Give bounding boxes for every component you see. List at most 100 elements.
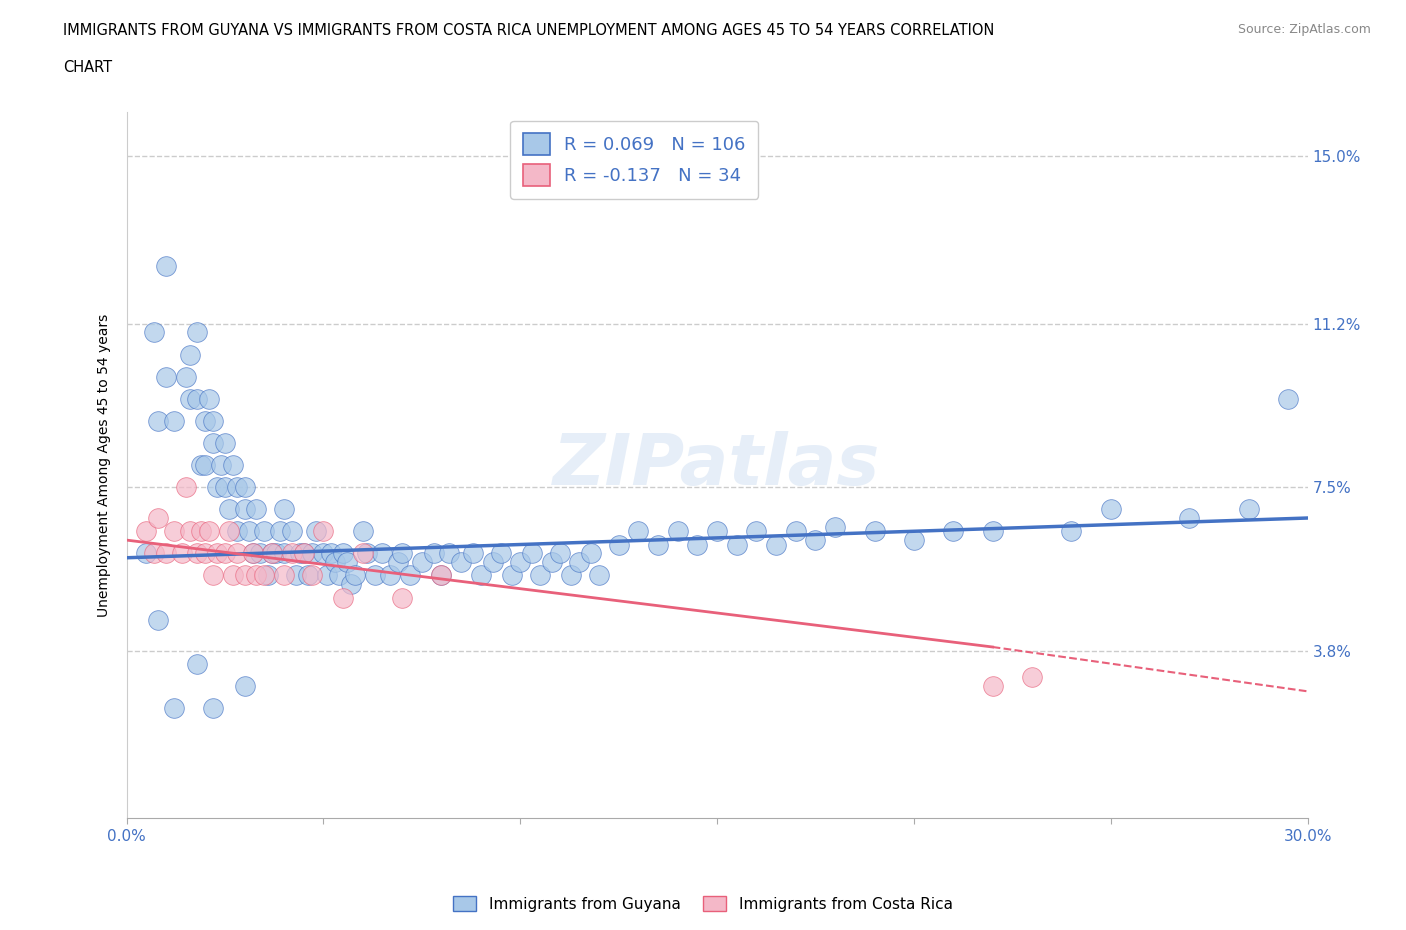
Point bbox=[942, 524, 965, 538]
Legend: R = 0.069   N = 106, R = -0.137   N = 34: R = 0.069 N = 106, R = -0.137 N = 34 bbox=[510, 121, 758, 199]
Point bbox=[146, 612, 169, 627]
Point bbox=[627, 524, 650, 538]
Point bbox=[155, 369, 177, 384]
Point bbox=[560, 568, 582, 583]
Point bbox=[481, 554, 503, 569]
Point bbox=[548, 546, 571, 561]
Point bbox=[607, 538, 630, 552]
Point bbox=[461, 546, 484, 561]
Point bbox=[242, 546, 264, 561]
Point bbox=[399, 568, 422, 583]
Point bbox=[198, 392, 221, 406]
Point bbox=[146, 511, 169, 525]
Point bbox=[981, 524, 1004, 538]
Point bbox=[332, 591, 354, 605]
Point bbox=[292, 546, 315, 561]
Point bbox=[170, 546, 193, 561]
Point bbox=[785, 524, 807, 538]
Point bbox=[301, 546, 323, 561]
Point bbox=[218, 502, 240, 517]
Point bbox=[186, 546, 208, 561]
Point bbox=[257, 568, 280, 583]
Point bbox=[202, 700, 225, 715]
Point bbox=[218, 524, 240, 538]
Point bbox=[225, 524, 247, 538]
Point bbox=[304, 524, 326, 538]
Point bbox=[371, 546, 394, 561]
Point bbox=[242, 546, 264, 561]
Point bbox=[725, 538, 748, 552]
Point bbox=[301, 568, 323, 583]
Point bbox=[529, 568, 551, 583]
Point bbox=[253, 568, 276, 583]
Point bbox=[194, 414, 217, 429]
Point bbox=[179, 392, 201, 406]
Point bbox=[352, 546, 374, 561]
Point bbox=[155, 259, 177, 273]
Point bbox=[1237, 502, 1260, 517]
Point bbox=[1060, 524, 1083, 538]
Point bbox=[411, 554, 433, 569]
Point bbox=[297, 568, 319, 583]
Point bbox=[281, 546, 304, 561]
Point bbox=[765, 538, 787, 552]
Point bbox=[174, 480, 197, 495]
Point bbox=[588, 568, 610, 583]
Point bbox=[190, 524, 212, 538]
Point bbox=[292, 546, 315, 561]
Point bbox=[391, 591, 413, 605]
Point bbox=[225, 480, 247, 495]
Point bbox=[328, 568, 350, 583]
Point bbox=[269, 524, 291, 538]
Point bbox=[238, 524, 260, 538]
Point bbox=[186, 392, 208, 406]
Point bbox=[146, 414, 169, 429]
Point bbox=[489, 546, 512, 561]
Point bbox=[666, 524, 689, 538]
Point bbox=[264, 546, 287, 561]
Point bbox=[273, 502, 295, 517]
Point bbox=[540, 554, 562, 569]
Point bbox=[155, 546, 177, 561]
Point bbox=[209, 458, 232, 472]
Point bbox=[430, 568, 453, 583]
Point bbox=[143, 546, 166, 561]
Point bbox=[356, 546, 378, 561]
Point bbox=[179, 347, 201, 362]
Point bbox=[470, 568, 492, 583]
Point bbox=[647, 538, 669, 552]
Point bbox=[363, 568, 385, 583]
Point bbox=[202, 568, 225, 583]
Point bbox=[745, 524, 768, 538]
Point bbox=[903, 533, 925, 548]
Point bbox=[1178, 511, 1201, 525]
Point bbox=[214, 435, 236, 450]
Point bbox=[1021, 670, 1043, 684]
Point bbox=[336, 554, 359, 569]
Point bbox=[520, 546, 543, 561]
Point bbox=[387, 554, 409, 569]
Point bbox=[249, 546, 271, 561]
Text: CHART: CHART bbox=[63, 60, 112, 75]
Point bbox=[439, 546, 461, 561]
Point bbox=[312, 524, 335, 538]
Point bbox=[194, 458, 217, 472]
Point bbox=[198, 524, 221, 538]
Point bbox=[253, 524, 276, 538]
Point bbox=[422, 546, 444, 561]
Point bbox=[202, 414, 225, 429]
Point bbox=[281, 524, 304, 538]
Point bbox=[233, 480, 256, 495]
Point bbox=[186, 657, 208, 671]
Point bbox=[352, 524, 374, 538]
Point bbox=[233, 502, 256, 517]
Point bbox=[312, 546, 335, 561]
Point bbox=[323, 554, 346, 569]
Point bbox=[273, 546, 295, 561]
Point bbox=[804, 533, 827, 548]
Point bbox=[380, 568, 402, 583]
Point bbox=[225, 546, 247, 561]
Point bbox=[332, 546, 354, 561]
Point bbox=[321, 546, 343, 561]
Point bbox=[214, 480, 236, 495]
